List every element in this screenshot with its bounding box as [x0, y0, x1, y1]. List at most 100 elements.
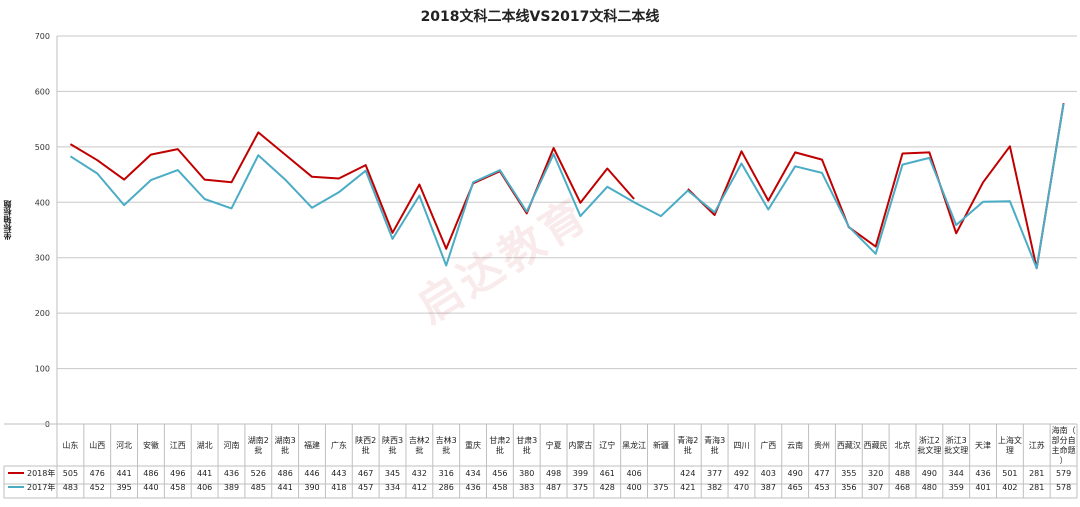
data-label: 406	[197, 483, 212, 492]
data-label: 458	[170, 483, 185, 492]
x-tick-label: 宁夏	[546, 440, 562, 450]
x-tick-label: 黑龙江	[622, 440, 646, 450]
x-tick-label: 吉林2 批	[409, 435, 430, 455]
data-label: 470	[734, 483, 749, 492]
x-tick-label: 西藏民	[864, 440, 888, 450]
data-label: 406	[626, 469, 641, 478]
x-tick-label: 河北	[116, 440, 132, 450]
legend-label: 2018年	[27, 468, 55, 478]
data-label: 383	[519, 483, 534, 492]
data-label: 286	[439, 483, 454, 492]
data-label: 505	[63, 469, 78, 478]
x-tick-label: 山西	[89, 440, 105, 450]
data-label: 403	[761, 469, 776, 478]
x-tick-label: 青海3 批	[704, 435, 725, 455]
data-label: 457	[358, 483, 373, 492]
data-label: 486	[278, 469, 293, 478]
data-label: 320	[868, 469, 883, 478]
data-label: 412	[412, 483, 427, 492]
legend-label: 2017年	[27, 482, 55, 492]
x-tick-label: 青海2 批	[677, 435, 698, 455]
data-label: 316	[439, 469, 454, 478]
data-label: 452	[90, 483, 105, 492]
x-tick-label: 浙江3 批文理	[944, 435, 968, 455]
data-label: 399	[573, 469, 588, 478]
data-label: 395	[116, 483, 131, 492]
data-label: 492	[734, 469, 749, 478]
x-tick-label: 天津	[975, 440, 991, 450]
data-label: 501	[1002, 469, 1017, 478]
data-label: 490	[922, 469, 937, 478]
series-line-2017	[69, 103, 1065, 270]
data-label: 487	[546, 483, 561, 492]
data-label: 359	[949, 483, 964, 492]
x-tick-label: 江西	[170, 441, 186, 450]
x-tick-label: 湖南2 批	[248, 435, 269, 455]
data-label: 456	[492, 469, 507, 478]
data-label: 579	[1056, 469, 1071, 478]
x-tick-label: 陕西3 批	[382, 435, 403, 455]
data-label: 526	[251, 469, 266, 478]
data-label: 436	[975, 469, 990, 478]
y-tick-label: 300	[35, 254, 50, 263]
data-label: 400	[626, 483, 641, 492]
x-tick-label: 江苏	[1029, 440, 1045, 450]
data-label: 443	[331, 469, 346, 478]
data-label: 401	[975, 483, 990, 492]
x-tick-label: 甘肃2 批	[489, 435, 510, 455]
x-tick-label: 北京	[895, 440, 911, 450]
data-label: 355	[841, 469, 856, 478]
data-label: 446	[304, 469, 319, 478]
x-tick-label: 河南	[223, 440, 239, 450]
data-label: 496	[170, 469, 185, 478]
x-tick-label: 重庆	[465, 440, 481, 450]
x-tick-label: 内蒙古	[568, 440, 592, 450]
data-label: 578	[1056, 483, 1071, 492]
x-tick-label: 四川	[733, 441, 749, 450]
data-label: 434	[465, 469, 480, 478]
data-label: 281	[1029, 469, 1044, 478]
x-tick-label: 安徽	[143, 440, 159, 450]
data-label: 428	[600, 483, 615, 492]
data-label: 421	[680, 483, 695, 492]
y-tick-label: 100	[35, 365, 50, 374]
data-label: 334	[385, 483, 400, 492]
x-tick-label: 海南（部分自主命题）	[1052, 425, 1076, 465]
data-label: 488	[895, 469, 910, 478]
data-label: 281	[1029, 483, 1044, 492]
data-label: 467	[358, 469, 373, 478]
data-label: 375	[573, 483, 588, 492]
x-tick-label: 浙江2 批文理	[917, 435, 941, 455]
y-tick-label: 700	[35, 32, 50, 41]
data-label: 486	[143, 469, 158, 478]
x-tick-label: 新疆	[653, 440, 669, 450]
data-label: 498	[546, 469, 561, 478]
data-label: 389	[224, 483, 239, 492]
y-tick-label: 600	[35, 87, 50, 96]
x-tick-label: 上海文理	[998, 435, 1022, 455]
data-label: 390	[304, 483, 319, 492]
data-label: 424	[680, 469, 695, 478]
data-label: 476	[90, 469, 105, 478]
x-tick-label: 广东	[331, 440, 347, 450]
data-label: 440	[143, 483, 158, 492]
data-label: 418	[331, 483, 346, 492]
data-label: 345	[385, 469, 400, 478]
data-label: 344	[949, 469, 964, 478]
x-tick-label: 陕西2 批	[355, 435, 376, 455]
chart-title: 2018文科二本线VS2017文科二本线	[420, 9, 660, 25]
data-label: 477	[814, 469, 829, 478]
data-label: 402	[1002, 483, 1017, 492]
data-label: 441	[116, 469, 131, 478]
x-tick-label: 湖南3 批	[275, 435, 296, 455]
data-label: 490	[788, 469, 803, 478]
data-label: 468	[895, 483, 910, 492]
data-label: 485	[251, 483, 266, 492]
data-label: 307	[868, 483, 883, 492]
data-label: 458	[492, 483, 507, 492]
y-tick-label: 500	[35, 143, 50, 152]
x-tick-label: 甘肃3 批	[516, 435, 537, 455]
data-label: 461	[600, 469, 615, 478]
